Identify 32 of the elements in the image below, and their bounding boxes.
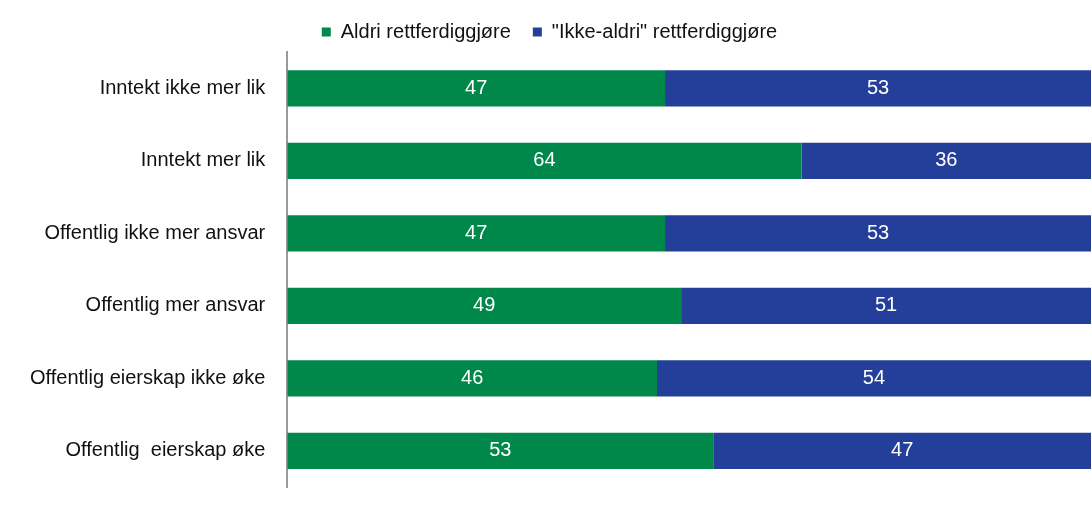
bar: [287, 215, 666, 252]
y-tick-label: Offentlig ikke mer ansvar: [44, 220, 266, 243]
data-label: 51: [874, 293, 898, 316]
bar: [681, 287, 1091, 324]
data-label: 53: [866, 220, 890, 243]
bar: [287, 287, 682, 324]
data-label: 36: [935, 148, 958, 171]
bar: [287, 360, 657, 397]
bar: [665, 215, 1091, 252]
y-tick-label: Inntekt ikke mer lik: [99, 75, 267, 98]
y-tick-label: Offentlig eierskap ikke øke: [30, 365, 266, 388]
bar: [657, 360, 1091, 397]
data-label: 49: [473, 293, 496, 316]
data-label: 54: [862, 365, 886, 388]
y-tick-label: Offentlig mer ansvar: [85, 293, 266, 316]
y-tick-label: Inntekt mer lik: [140, 148, 267, 171]
legend-label: "Ikke-aldri" rettferdiggjøre: [551, 19, 778, 42]
data-label: 53: [489, 438, 512, 461]
data-label: 64: [533, 148, 556, 171]
bar: [287, 70, 666, 107]
bar: [801, 142, 1091, 179]
legend-label: Aldri rettferdiggjøre: [340, 19, 511, 42]
bar: [713, 432, 1091, 469]
data-label: 47: [891, 438, 914, 461]
bar: [287, 432, 714, 469]
data-label: 53: [866, 75, 890, 98]
data-label: 47: [465, 75, 488, 98]
bar: [665, 70, 1091, 107]
data-label: 46: [461, 365, 484, 388]
y-tick-label: Offentlig eierskap øke: [65, 438, 266, 461]
bar: [287, 142, 802, 179]
data-label: 47: [465, 220, 488, 243]
